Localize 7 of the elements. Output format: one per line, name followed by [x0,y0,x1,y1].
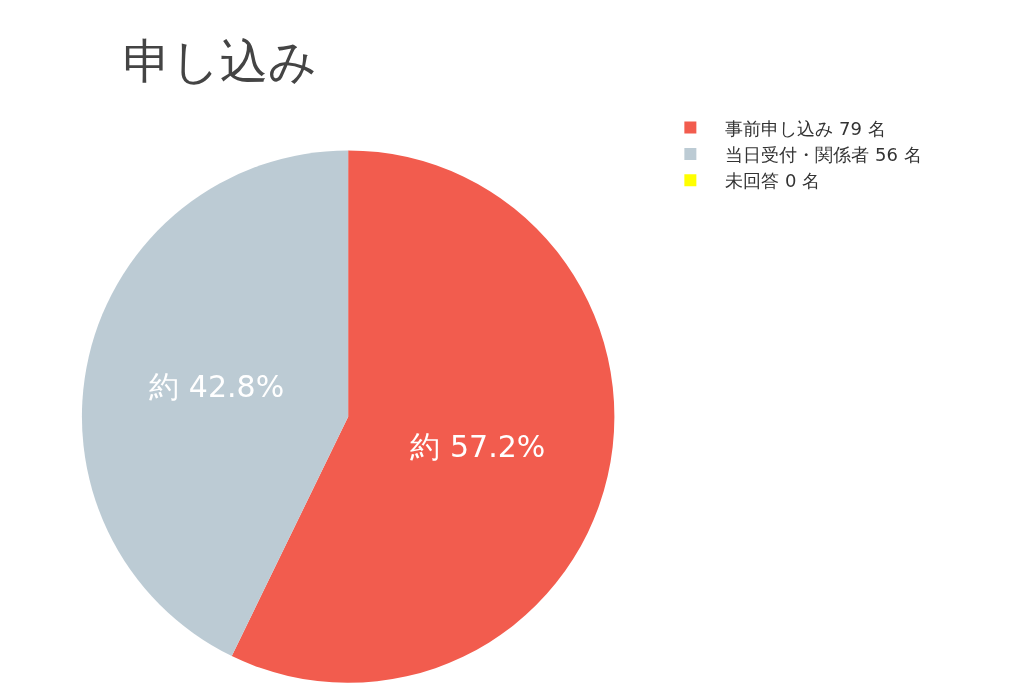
legend-label: 当日受付・関係者 56 名 [725,143,922,165]
chart-title: 申し込み [122,33,317,90]
data-label: 約 42.8% [149,368,285,404]
legend-label: 未回答 0 名 [725,170,821,192]
pie-slice [82,150,349,657]
legend-label: 事前申し込み 79 名 [725,117,886,139]
data-label: 約 57.2% [410,428,546,464]
